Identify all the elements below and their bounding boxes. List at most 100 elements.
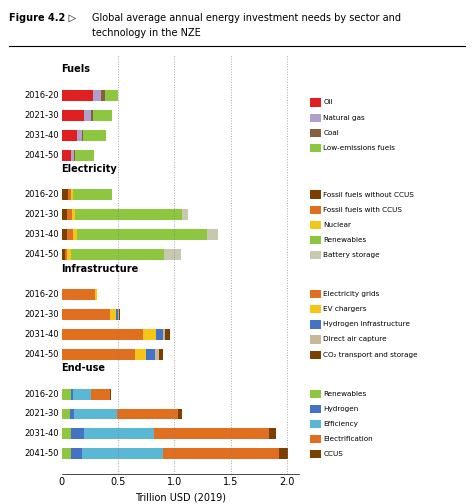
Text: Coal: Coal [323, 130, 339, 136]
Bar [146, 349, 155, 360]
Bar [310, 251, 321, 259]
Bar [163, 449, 280, 459]
Bar [116, 309, 118, 320]
Text: Hydrogen: Hydrogen [323, 406, 358, 412]
Text: Infrastructure: Infrastructure [62, 264, 139, 274]
Bar [310, 98, 321, 107]
Bar [155, 349, 159, 360]
Bar [62, 289, 95, 300]
Text: 2021-30: 2021-30 [25, 111, 59, 120]
Bar [67, 229, 73, 240]
Bar [310, 320, 321, 329]
Bar [310, 420, 321, 428]
Bar [207, 229, 219, 240]
Bar [310, 129, 321, 137]
Bar [73, 190, 112, 201]
Text: Direct air capture: Direct air capture [323, 337, 387, 343]
Text: technology in the NZE: technology in the NZE [92, 28, 201, 38]
Bar [178, 409, 182, 419]
Bar [74, 150, 75, 160]
Bar [62, 209, 67, 220]
Bar [310, 221, 321, 229]
Bar [310, 236, 321, 244]
Bar [182, 209, 188, 220]
Text: 2041-50: 2041-50 [25, 250, 59, 259]
Bar [71, 449, 82, 459]
Text: 2016-20: 2016-20 [25, 191, 59, 200]
Bar [62, 409, 70, 419]
Bar [62, 449, 71, 459]
Text: Hydrogen infrastructure: Hydrogen infrastructure [323, 322, 410, 328]
Text: 2021-30: 2021-30 [25, 310, 59, 319]
Text: 2041-50: 2041-50 [25, 450, 59, 458]
Bar [310, 290, 321, 298]
Text: CCUS: CCUS [323, 451, 343, 457]
Text: Electrification: Electrification [323, 436, 373, 442]
Text: Natural gas: Natural gas [323, 114, 365, 120]
Text: 2016-20: 2016-20 [25, 390, 59, 399]
Bar [62, 130, 77, 141]
Bar [71, 428, 84, 439]
Bar [62, 90, 93, 101]
Bar [91, 110, 93, 120]
Bar [163, 329, 165, 340]
Bar [95, 289, 97, 300]
Bar [310, 144, 321, 152]
Bar [269, 428, 276, 439]
Text: Nuclear: Nuclear [323, 222, 351, 228]
Bar [310, 113, 321, 122]
Text: 2016-20: 2016-20 [25, 91, 59, 100]
Bar [65, 249, 67, 260]
Bar [310, 405, 321, 413]
Text: Low-emissions fuels: Low-emissions fuels [323, 145, 395, 151]
X-axis label: Trillion USD (2019): Trillion USD (2019) [135, 492, 226, 502]
Bar [110, 309, 116, 320]
Text: Renewables: Renewables [323, 237, 366, 243]
Bar [62, 229, 67, 240]
Text: 2021-30: 2021-30 [25, 210, 59, 219]
Text: Renewables: Renewables [323, 391, 366, 397]
Bar [70, 409, 74, 419]
Text: Figure 4.2 ▷: Figure 4.2 ▷ [9, 13, 77, 23]
Bar [71, 190, 73, 201]
Bar [310, 305, 321, 313]
Bar [62, 110, 84, 120]
Text: Fossil fuels with CCUS: Fossil fuels with CCUS [323, 207, 402, 213]
Bar [154, 428, 269, 439]
Bar [62, 150, 71, 160]
Text: EV chargers: EV chargers [323, 306, 367, 312]
Bar [84, 110, 91, 120]
Bar [310, 450, 321, 459]
Text: 2031-40: 2031-40 [25, 131, 59, 140]
Bar [73, 389, 91, 400]
Text: 2031-40: 2031-40 [25, 330, 59, 339]
Bar [73, 229, 77, 240]
Bar [143, 329, 156, 340]
Bar [280, 449, 289, 459]
Bar [82, 130, 83, 141]
Bar [101, 90, 104, 101]
Bar [159, 349, 163, 360]
Bar [310, 435, 321, 444]
Bar [119, 309, 120, 320]
Bar [310, 206, 321, 214]
Bar [156, 329, 163, 340]
Bar [75, 209, 182, 220]
Bar [93, 110, 112, 120]
Bar [93, 90, 101, 101]
Bar [62, 249, 65, 260]
Bar [74, 409, 117, 419]
Bar [68, 190, 71, 201]
Text: 2021-30: 2021-30 [25, 409, 59, 418]
Text: Electricity grids: Electricity grids [323, 291, 380, 297]
Bar [117, 409, 178, 419]
Bar [310, 191, 321, 199]
Bar [67, 209, 72, 220]
Bar [310, 335, 321, 344]
Text: Fuels: Fuels [62, 65, 91, 75]
Text: 2016-20: 2016-20 [25, 290, 59, 299]
Bar [84, 428, 154, 439]
Text: Fossil fuels without CCUS: Fossil fuels without CCUS [323, 192, 414, 198]
Bar [135, 349, 146, 360]
Bar [310, 350, 321, 359]
